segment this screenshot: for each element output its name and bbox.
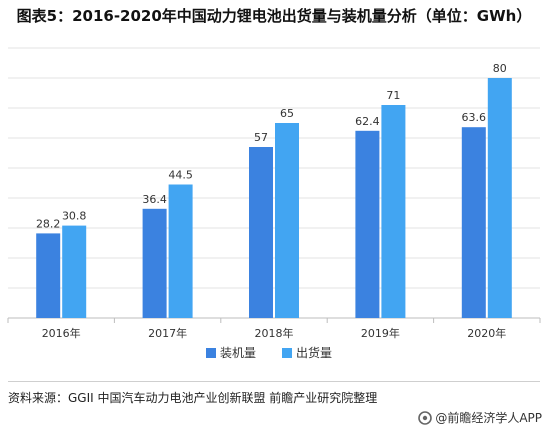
data-labels-group: 28.230.8 36.444.5 57 65 62.4 71 63.6 80 xyxy=(36,62,507,230)
chart-title: 图表5：2016-2020年中国动力锂电池出货量与装机量分析（单位：GWh） xyxy=(16,7,532,25)
data-label: 65 xyxy=(280,107,294,120)
legend-swatch-ship xyxy=(282,348,292,358)
data-label: 71 xyxy=(386,89,400,102)
brand-credit: @前瞻经济学人APP xyxy=(418,409,542,426)
bar-ship xyxy=(487,78,512,318)
legend-swatch-install xyxy=(206,348,216,358)
bar-ship xyxy=(275,123,299,318)
x-tick-labels: 2016年 2017年 2018年 2019年 2020年 xyxy=(7,318,541,340)
data-label: 57 xyxy=(254,131,268,144)
x-tick-label: 2016年 xyxy=(42,326,81,340)
x-tick-label: 2019年 xyxy=(361,326,400,340)
bar-ship xyxy=(381,105,406,318)
bars-group xyxy=(36,78,512,318)
data-label: 62.4 xyxy=(355,115,380,128)
data-label: 28.2 xyxy=(36,217,61,230)
bar-ship xyxy=(62,225,87,318)
data-label: 80 xyxy=(493,62,507,75)
bar-install xyxy=(36,233,61,318)
bar-install xyxy=(142,208,167,318)
data-label: 36.4 xyxy=(142,193,167,206)
footer-divider xyxy=(8,381,540,382)
x-tick-label: 2020年 xyxy=(467,326,506,340)
x-tick-label: 2018年 xyxy=(255,326,294,340)
x-tick-label: 2017年 xyxy=(148,326,187,340)
legend-label-install: 装机量 xyxy=(220,346,256,360)
brand-text: @前瞻经济学人APP xyxy=(435,411,542,425)
legend: 装机量 出货量 xyxy=(206,345,332,360)
data-label: 44.5 xyxy=(168,169,193,182)
data-label: 30.8 xyxy=(62,210,87,223)
brand-logo-icon xyxy=(418,410,433,425)
data-label: 63.6 xyxy=(462,111,487,124)
legend-label-ship: 出货量 xyxy=(296,345,332,360)
bar-ship xyxy=(168,184,193,318)
bar-install xyxy=(355,130,380,318)
bar-install xyxy=(249,147,273,318)
grid-lines xyxy=(8,47,540,289)
bar-install xyxy=(461,127,486,318)
source-note: 资料来源：GGII 中国汽车动力电池产业创新联盟 前瞻产业研究院整理 xyxy=(8,391,378,405)
